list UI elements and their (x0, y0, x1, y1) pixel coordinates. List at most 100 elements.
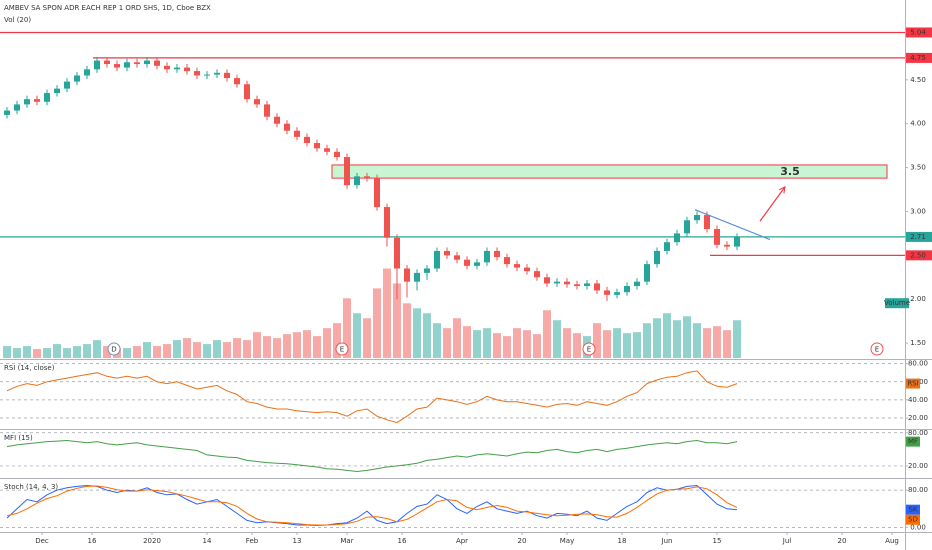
candle-body (584, 283, 590, 287)
candle-body (44, 93, 50, 102)
volume-bar (223, 342, 231, 358)
volume-badge: Volume (884, 299, 910, 307)
volume-bar (303, 330, 311, 358)
candle-body (454, 255, 460, 260)
event-label: E (587, 346, 591, 354)
volume-bar (253, 332, 261, 358)
volume-bar (723, 330, 731, 358)
series-badge: MF (908, 438, 918, 446)
indicator-line (6, 370, 738, 424)
candle-body (74, 75, 80, 82)
series-badge-bg (906, 514, 920, 525)
candle-body (524, 267, 530, 272)
volume-bar (63, 348, 71, 358)
candle-body (514, 264, 520, 268)
y-tick-label: 2.00 (910, 295, 926, 303)
indicator-line (6, 484, 738, 527)
volume-bar (203, 344, 211, 358)
series-badge: SD (908, 516, 918, 524)
annotation: 3.5 (780, 165, 800, 178)
volume-bar (243, 340, 251, 358)
x-tick-label: Apr (456, 537, 468, 545)
candle-body (634, 281, 640, 287)
volume-bar (333, 323, 341, 358)
candle-body (614, 292, 620, 295)
volume-bar (103, 346, 111, 358)
x-tick-label: 16 (398, 537, 407, 545)
volume-bar (83, 344, 91, 358)
event-label: E (875, 346, 879, 354)
volume-bar (393, 283, 401, 358)
volume-bar (453, 318, 461, 358)
volume-bar (23, 346, 31, 358)
x-tick-label: 20 (518, 537, 527, 545)
y-tick-label: 3.50 (910, 164, 926, 172)
candle-body (314, 143, 320, 149)
candle-body (4, 110, 10, 115)
candle-body (134, 62, 140, 65)
candle-body (184, 67, 190, 72)
y-tick-label: 80.00 (908, 429, 928, 437)
candle-body (404, 268, 410, 282)
candle-body (444, 250, 450, 256)
candle-body (364, 176, 370, 179)
candle-body (64, 81, 70, 89)
candle-body (604, 290, 610, 295)
candle-body (594, 283, 600, 291)
volume-bar (643, 323, 651, 358)
candle-body (324, 148, 330, 152)
volume-bar (573, 333, 581, 358)
candle-body (234, 78, 240, 85)
x-tick-label: 15 (713, 537, 722, 545)
volume-badge-bg (885, 298, 909, 309)
volume-bar (73, 346, 81, 358)
series-badge-bg (906, 504, 920, 515)
candle-body (154, 60, 160, 66)
mfi-title: MFI (15) (4, 434, 33, 442)
level-label: 4.75 (910, 54, 926, 62)
chart-title: AMBEV SA SPON ADR EACH REP 1 ORD SHS, 1D… (4, 4, 211, 12)
volume-bar (663, 313, 671, 358)
y-tick-label: 0.00 (910, 523, 926, 531)
candle-body (254, 99, 260, 105)
y-tick-label: 80.00 (908, 360, 928, 368)
volume-bar (443, 328, 451, 358)
candle-body (574, 284, 580, 287)
y-tick-label: 80.00 (908, 486, 928, 494)
candle-body (354, 176, 360, 186)
volume-bar (283, 334, 291, 358)
volume-bar (93, 340, 101, 358)
candle-body (204, 74, 210, 76)
candle-body (474, 262, 480, 266)
volume-bar (603, 330, 611, 358)
volume-bar (413, 308, 421, 358)
candle-body (654, 250, 660, 265)
x-tick-label: May (560, 537, 574, 545)
candle-body (144, 60, 150, 65)
volume-bar (323, 328, 331, 358)
target-zone (331, 164, 888, 179)
volume-title: Vol (20) (4, 16, 31, 24)
candle-body (394, 237, 400, 269)
series-badge: RSI (907, 380, 918, 388)
volume-bar (193, 342, 201, 358)
volume-bar (133, 346, 141, 358)
volume-bar (733, 320, 741, 358)
x-tick-label: Aug (885, 537, 899, 545)
plot-layer: 1.502.002.503.003.504.004.5080.0060.0040… (0, 27, 932, 535)
volume-bar (533, 334, 541, 358)
volume-bar (143, 342, 151, 358)
candle-body (624, 286, 630, 293)
candle-body (214, 72, 220, 75)
trendline (694, 209, 771, 241)
candle-body (374, 178, 380, 208)
x-tick-label: 16 (88, 537, 97, 545)
volume-bar (693, 323, 701, 358)
candle-body (384, 207, 390, 238)
candle-body (344, 157, 350, 186)
candle-body (494, 250, 500, 258)
candle-body (224, 72, 230, 79)
volume-bar (463, 326, 471, 358)
volume-bar (633, 332, 641, 358)
